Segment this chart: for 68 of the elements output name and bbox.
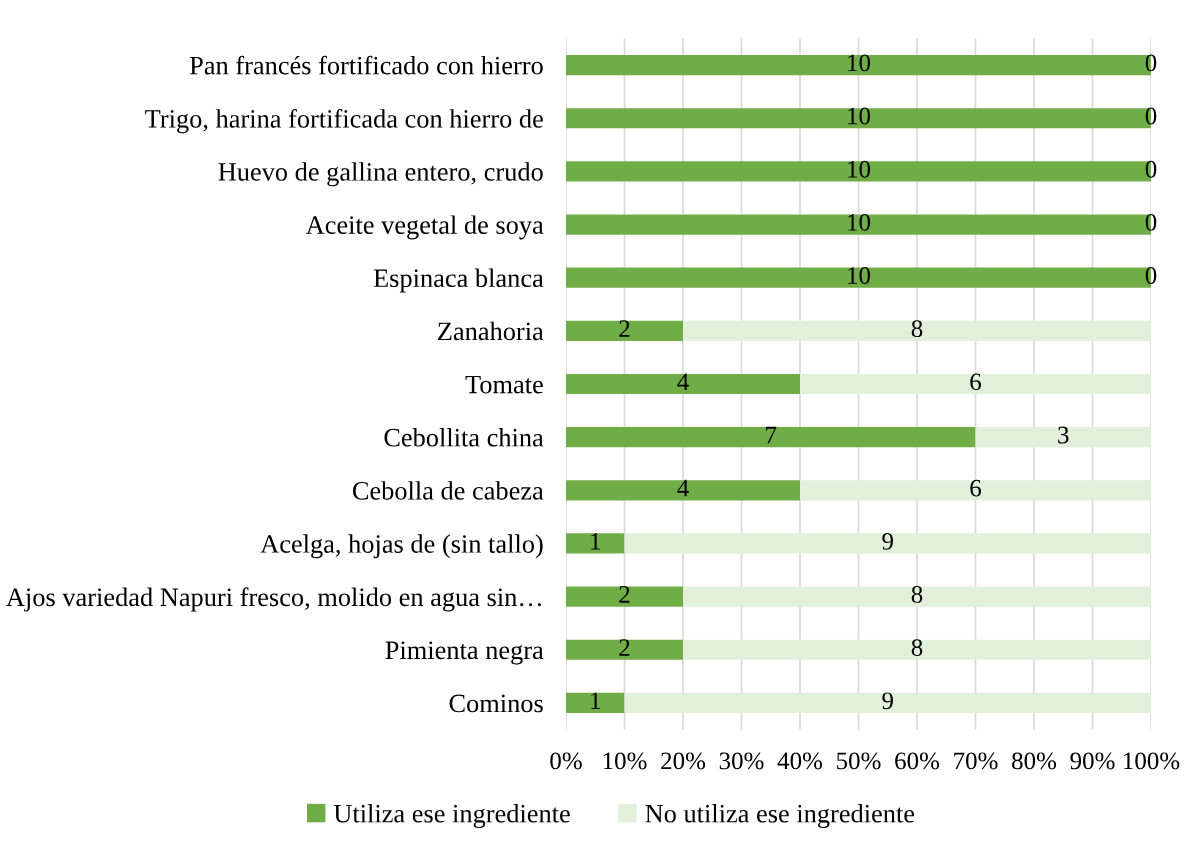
annotation: 9 [882, 692, 893, 710]
y-tick-label: Pimienta negra [385, 641, 544, 665]
annotation: 2 [619, 639, 630, 656]
x-tick-label: 30% [719, 752, 764, 770]
annotation: 10 [848, 213, 871, 231]
annotation: 2 [619, 586, 630, 603]
legend-label: No utiliza ese ingrediente [645, 804, 915, 829]
bar [624, 533, 1151, 554]
y-tick-label: Cominos [449, 694, 543, 713]
annotation: 10 [848, 54, 871, 72]
x-tick-label: 60% [895, 752, 940, 770]
y-tick-label: Pan francés fortificado con hierro [189, 55, 543, 75]
y-tick-label: Cebolla de cabeza [352, 481, 544, 500]
x-tick-label: 40% [777, 752, 823, 770]
annotation: 1 [591, 692, 600, 709]
y-tick-label: Huevo de gallina entero, crudo [218, 162, 543, 187]
annotation: 3 [1058, 426, 1069, 444]
x-tick-label: 50% [837, 752, 881, 770]
x-tick-label: 10% [603, 752, 647, 770]
x-tick-label: 100% [1124, 752, 1180, 770]
bar [566, 480, 800, 501]
y-tick-label: Ajos variedad Napuri fresco, molido en agua sin… [6, 587, 541, 612]
annotation: 0 [1145, 213, 1157, 231]
annotation: 1 [591, 532, 600, 550]
annotation: 6 [970, 479, 981, 497]
bar [566, 427, 976, 448]
bar [800, 373, 1151, 395]
annotation: 0 [1145, 54, 1157, 72]
annotation: 0 [1145, 267, 1157, 284]
bar [683, 586, 1151, 607]
annotation: 8 [911, 639, 923, 657]
annotation: 0 [1145, 160, 1157, 178]
bar [624, 692, 1151, 714]
annotation: 2 [619, 320, 630, 337]
legend-label: Utiliza ese ingrediente [333, 804, 570, 829]
bar [566, 533, 625, 554]
annotation: 10 [848, 160, 871, 178]
annotation: 7 [766, 426, 777, 444]
bar [566, 692, 625, 714]
y-tick-label: Espinaca blanca [373, 268, 544, 293]
x-tick-label: 90% [1070, 752, 1115, 770]
annotation: 10 [848, 107, 871, 125]
x-tick-label: 80% [1012, 752, 1057, 770]
y-tick-label: Acelga, hojas de (sin tallo) [260, 534, 543, 559]
annotation: 9 [882, 532, 893, 550]
y-tick-label: Aceite vegetal de soya [305, 215, 544, 240]
x-tick-label: 20% [661, 752, 706, 770]
x-tick-label: 70% [954, 752, 998, 770]
bar [683, 320, 1151, 341]
bar [975, 427, 1151, 448]
bar [566, 639, 683, 660]
bar [683, 639, 1151, 660]
annotation: 10 [848, 267, 871, 284]
annotation: 4 [677, 373, 689, 391]
annotation: 0 [1145, 107, 1157, 125]
bar [566, 586, 683, 607]
annotation: 6 [970, 373, 981, 391]
y-tick-label: Cebollita china [384, 428, 544, 447]
annotation: 4 [677, 479, 689, 497]
bar [566, 373, 800, 395]
bar [800, 480, 1151, 501]
x-tick-label: 0% [550, 752, 582, 770]
y-tick-label: Tomate [465, 375, 543, 394]
annotation: 8 [911, 320, 923, 338]
y-tick-label: Trigo, harina fortificada con hierro de [145, 108, 543, 134]
bar [566, 320, 683, 341]
y-tick-label: Zanahoria [438, 321, 544, 341]
annotation: 8 [911, 586, 923, 603]
